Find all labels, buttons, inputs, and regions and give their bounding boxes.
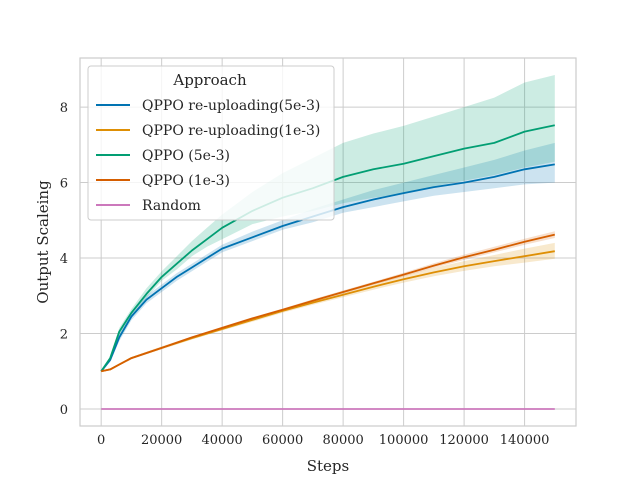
legend-label-4: Random xyxy=(142,198,201,214)
x-tick-label-3: 60000 xyxy=(262,433,303,448)
y-tick-label-0: 0 xyxy=(60,403,68,418)
y-tick-label-4: 8 xyxy=(60,101,68,116)
x-tick-label-2: 40000 xyxy=(201,433,242,448)
plot-border xyxy=(79,57,577,427)
y-tick-label-3: 6 xyxy=(60,177,68,192)
x-tick-label-7: 140000 xyxy=(500,433,550,448)
plot-frame xyxy=(79,57,577,427)
legend: Approach QPPO re-uploading(5e-3)QPPO re-… xyxy=(87,65,335,221)
tick-labels: 0 20000 40000 60000 80000 100000 120000 140000 0… xyxy=(60,101,550,448)
legend-label-1: QPPO re-uploading(1e-3) xyxy=(142,123,320,139)
y-tick-label-1: 2 xyxy=(60,328,68,343)
legend-box xyxy=(87,65,335,221)
y-tick-label-2: 4 xyxy=(60,252,68,267)
legend-label-2: QPPO (5e-3) xyxy=(142,148,230,164)
band-series-0 xyxy=(101,142,555,372)
legend-label-0: QPPO re-uploading(5e-3) xyxy=(142,98,320,114)
band-series-1 xyxy=(101,242,555,372)
x-tick-label-6: 120000 xyxy=(439,433,489,448)
legend-title: Approach xyxy=(172,71,247,89)
x-axis-label: Steps xyxy=(307,457,349,475)
x-tick-label-5: 100000 xyxy=(379,433,429,448)
line-series-0 xyxy=(100,163,555,372)
line-series-3 xyxy=(101,233,556,373)
x-tick-label-0: 0 xyxy=(97,433,105,448)
band-series-2 xyxy=(101,75,555,372)
x-tick-label-4: 80000 xyxy=(322,433,363,448)
x-tick-label-1: 20000 xyxy=(141,433,182,448)
legend-items: QPPO re-uploading(5e-3) QPPO re-uploading… xyxy=(96,98,320,214)
y-axis-label: Output Scaleing xyxy=(34,180,52,304)
legend-label-3: QPPO (1e-3) xyxy=(142,173,230,189)
